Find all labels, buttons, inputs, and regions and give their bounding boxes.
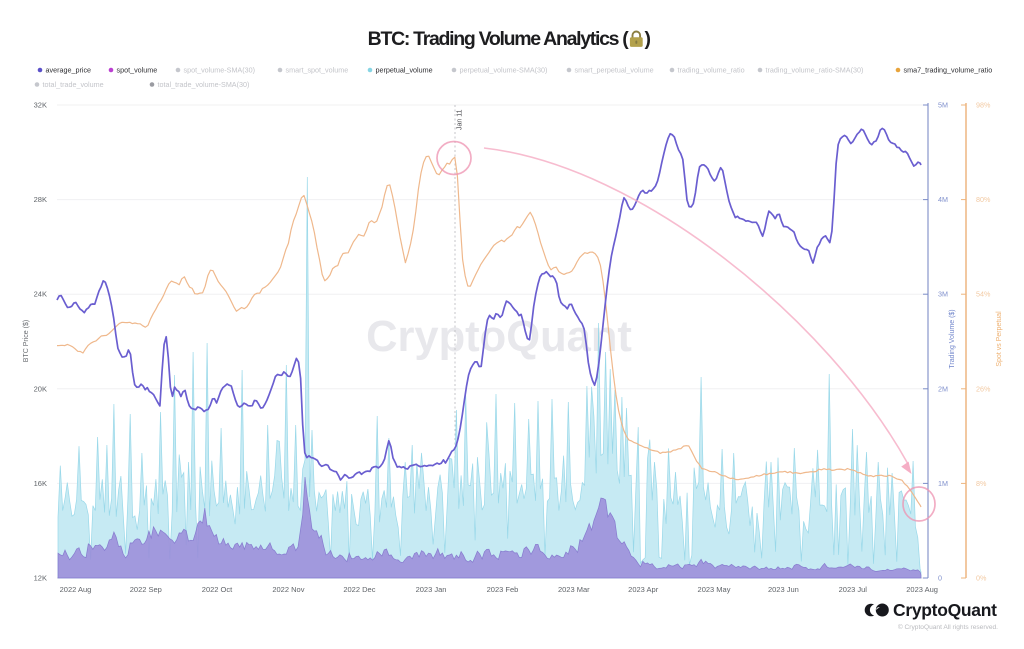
svg-text:perpetual_volume-SMA(30): perpetual_volume-SMA(30) — [460, 65, 548, 74]
svg-text:Trading Volume ($): Trading Volume ($) — [949, 309, 956, 368]
svg-text:total_trade_volume: total_trade_volume — [43, 80, 104, 89]
svg-text:2023 Jul: 2023 Jul — [839, 585, 868, 594]
svg-text:24K: 24K — [34, 290, 47, 299]
svg-text:0: 0 — [938, 574, 942, 583]
svg-text:Jan 11: Jan 11 — [457, 109, 464, 130]
svg-text:smart_spot_volume: smart_spot_volume — [286, 65, 349, 74]
svg-text:20K: 20K — [34, 384, 47, 393]
svg-text:26%: 26% — [976, 384, 991, 393]
svg-text:4M: 4M — [938, 195, 948, 204]
svg-text:© CryptoQuant All rights reser: © CryptoQuant All rights reserved. — [898, 623, 998, 631]
svg-text:2023 Mar: 2023 Mar — [558, 585, 590, 594]
svg-text:2M: 2M — [938, 384, 948, 393]
svg-text:CryptoQuant: CryptoQuant — [366, 313, 632, 361]
svg-text:2022 Oct: 2022 Oct — [202, 585, 233, 594]
svg-text:BTC Price ($): BTC Price ($) — [23, 320, 30, 362]
svg-text:trading_volume_ratio-SMA(30): trading_volume_ratio-SMA(30) — [766, 65, 864, 74]
svg-text:2023 Aug: 2023 Aug — [906, 585, 938, 594]
svg-text:average_price: average_price — [46, 65, 92, 74]
svg-text:smart_perpetual_volume: smart_perpetual_volume — [575, 65, 654, 74]
svg-text:BTC: Trading Volume Analytics: BTC: Trading Volume Analytics ( — [368, 28, 630, 50]
svg-text:32K: 32K — [34, 101, 47, 110]
svg-text:2022 Nov: 2022 Nov — [272, 585, 304, 594]
svg-text:2023 Apr: 2023 Apr — [628, 585, 659, 594]
svg-text:CryptoQuant: CryptoQuant — [893, 600, 997, 620]
svg-text:3M: 3M — [938, 290, 948, 299]
svg-text:8%: 8% — [976, 479, 987, 488]
svg-text:total_trade_volume-SMA(30): total_trade_volume-SMA(30) — [158, 80, 250, 89]
svg-text:2022 Sep: 2022 Sep — [130, 585, 162, 594]
svg-text:28K: 28K — [34, 195, 47, 204]
svg-text:2023 Jan: 2023 Jan — [416, 585, 447, 594]
svg-text:spot_volume-SMA(30): spot_volume-SMA(30) — [184, 65, 256, 74]
svg-text:perpetual_volume: perpetual_volume — [376, 65, 433, 74]
svg-text:): ) — [645, 28, 652, 50]
svg-text:54%: 54% — [976, 290, 991, 299]
svg-text:80%: 80% — [976, 195, 991, 204]
svg-text:Spot vs Perpetual: Spot vs Perpetual — [996, 311, 1003, 367]
svg-text:2023 Feb: 2023 Feb — [487, 585, 519, 594]
svg-text:2023 Jun: 2023 Jun — [768, 585, 799, 594]
svg-text:2023 May: 2023 May — [698, 585, 731, 594]
svg-text:12K: 12K — [34, 574, 47, 583]
svg-text:1M: 1M — [938, 479, 948, 488]
svg-text:16K: 16K — [34, 479, 47, 488]
svg-text:5M: 5M — [938, 101, 948, 110]
svg-text:2022 Aug: 2022 Aug — [60, 585, 92, 594]
svg-text:2022 Dec: 2022 Dec — [343, 585, 375, 594]
svg-text:spot_volume: spot_volume — [117, 65, 158, 74]
svg-text:98%: 98% — [976, 101, 991, 110]
svg-text:sma7_trading_volume_ratio: sma7_trading_volume_ratio — [904, 65, 993, 74]
svg-text:trading_volume_ratio: trading_volume_ratio — [678, 65, 745, 74]
svg-text:0%: 0% — [976, 574, 987, 583]
